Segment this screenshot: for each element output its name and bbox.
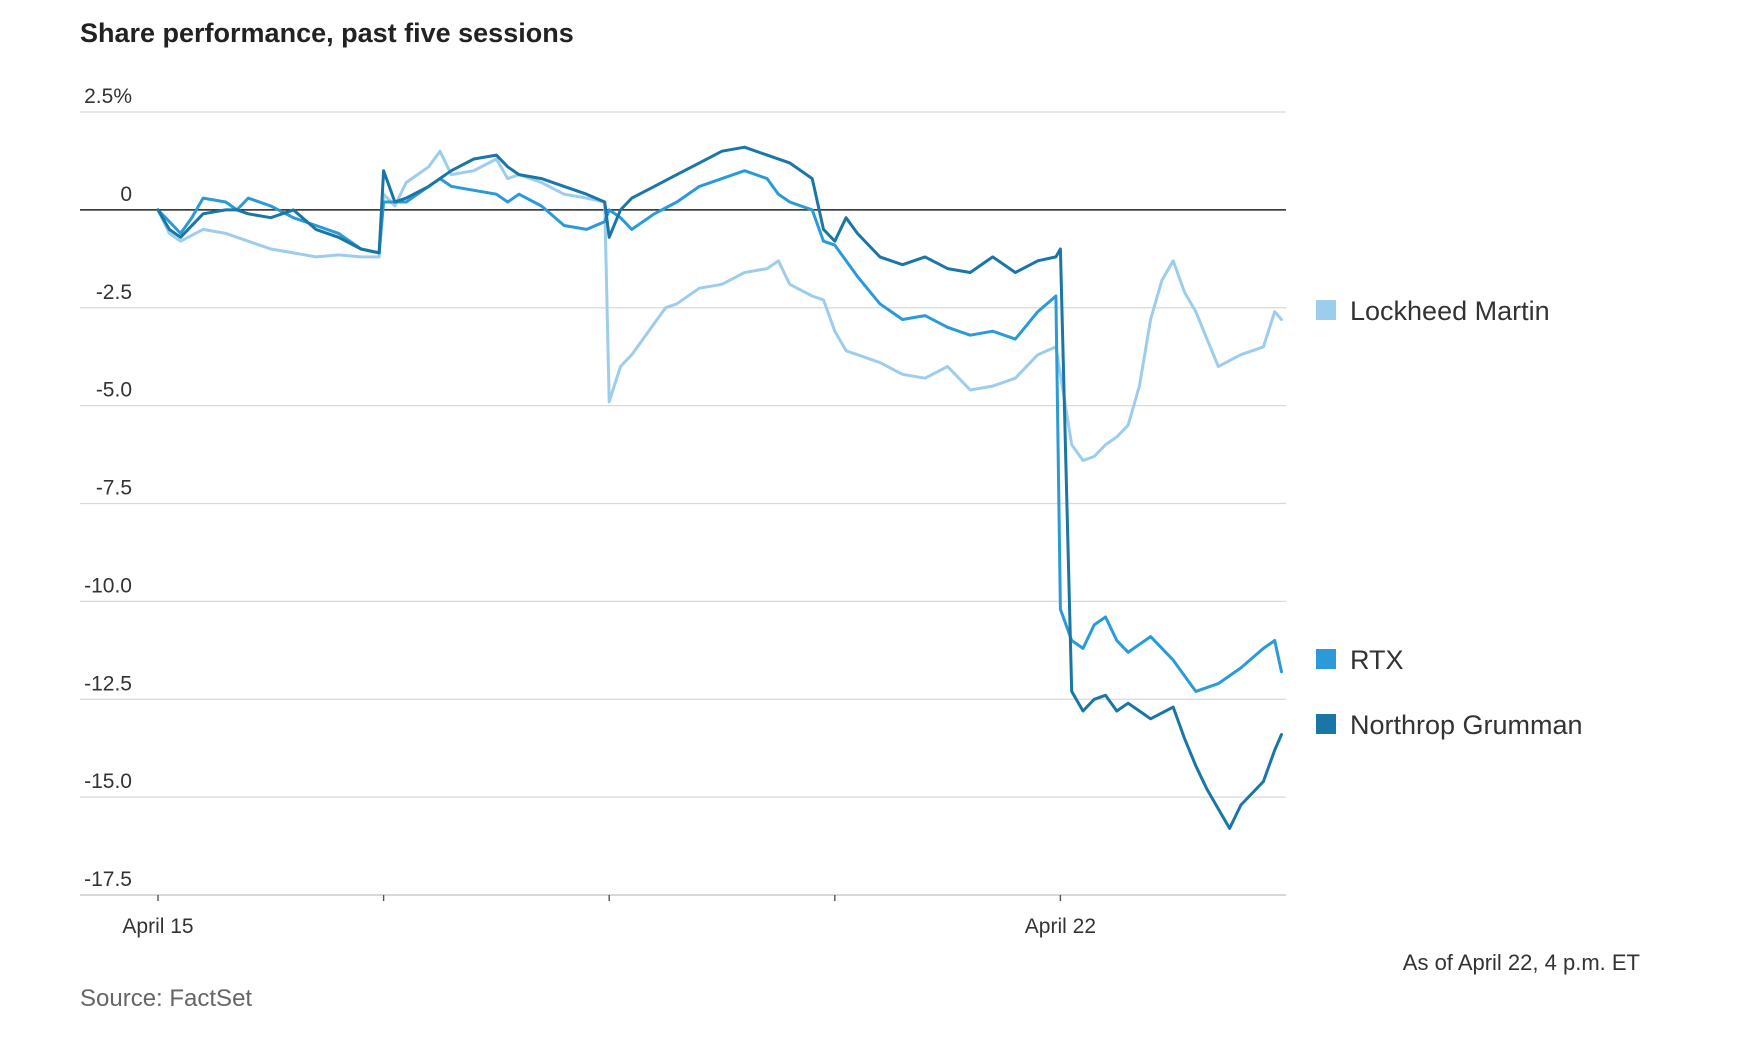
series-line-lockheed [156, 149, 1283, 462]
y-tick-label: -10.0 [84, 574, 132, 597]
y-tick-label: -5.0 [96, 379, 132, 402]
x-tick-label: April 22 [1025, 915, 1096, 938]
legend: Lockheed Martin RTX Northrop Grumman [1316, 296, 1583, 740]
source-note: Source: FactSet [80, 985, 253, 1012]
y-tick-label: -12.5 [84, 672, 132, 695]
y-tick-label: -7.5 [96, 477, 132, 500]
series-line-northrop [156, 145, 1283, 830]
y-tick-label: -17.5 [84, 868, 132, 891]
legend-swatch-northrop [1316, 714, 1336, 734]
legend-swatch-lockheed [1316, 300, 1336, 320]
y-tick-label: 2.5% [84, 85, 132, 108]
x-tick-label: April 15 [122, 915, 193, 938]
legend-label-rtx: RTX [1350, 645, 1404, 675]
legend-label-lockheed: Lockheed Martin [1350, 296, 1550, 326]
y-tick-label: -15.0 [84, 770, 132, 793]
y-axis-ticks: 2.5% 0 -2.5 -5.0 -7.5 -10.0 -12.5 -15.0 -17.5 [84, 85, 132, 891]
y-tick-label: -2.5 [96, 281, 132, 304]
y-tick-label: 0 [120, 183, 132, 206]
series-line-rtx [156, 169, 1283, 693]
chart-title: Share performance, past five sessions [80, 18, 574, 48]
timestamp-note: As of April 22, 4 p.m. ET [1402, 950, 1640, 975]
legend-swatch-rtx [1316, 649, 1336, 669]
legend-label-northrop: Northrop Grumman [1350, 710, 1583, 740]
x-axis: April 15 April 22 [80, 894, 1286, 938]
series-lines [156, 145, 1283, 830]
